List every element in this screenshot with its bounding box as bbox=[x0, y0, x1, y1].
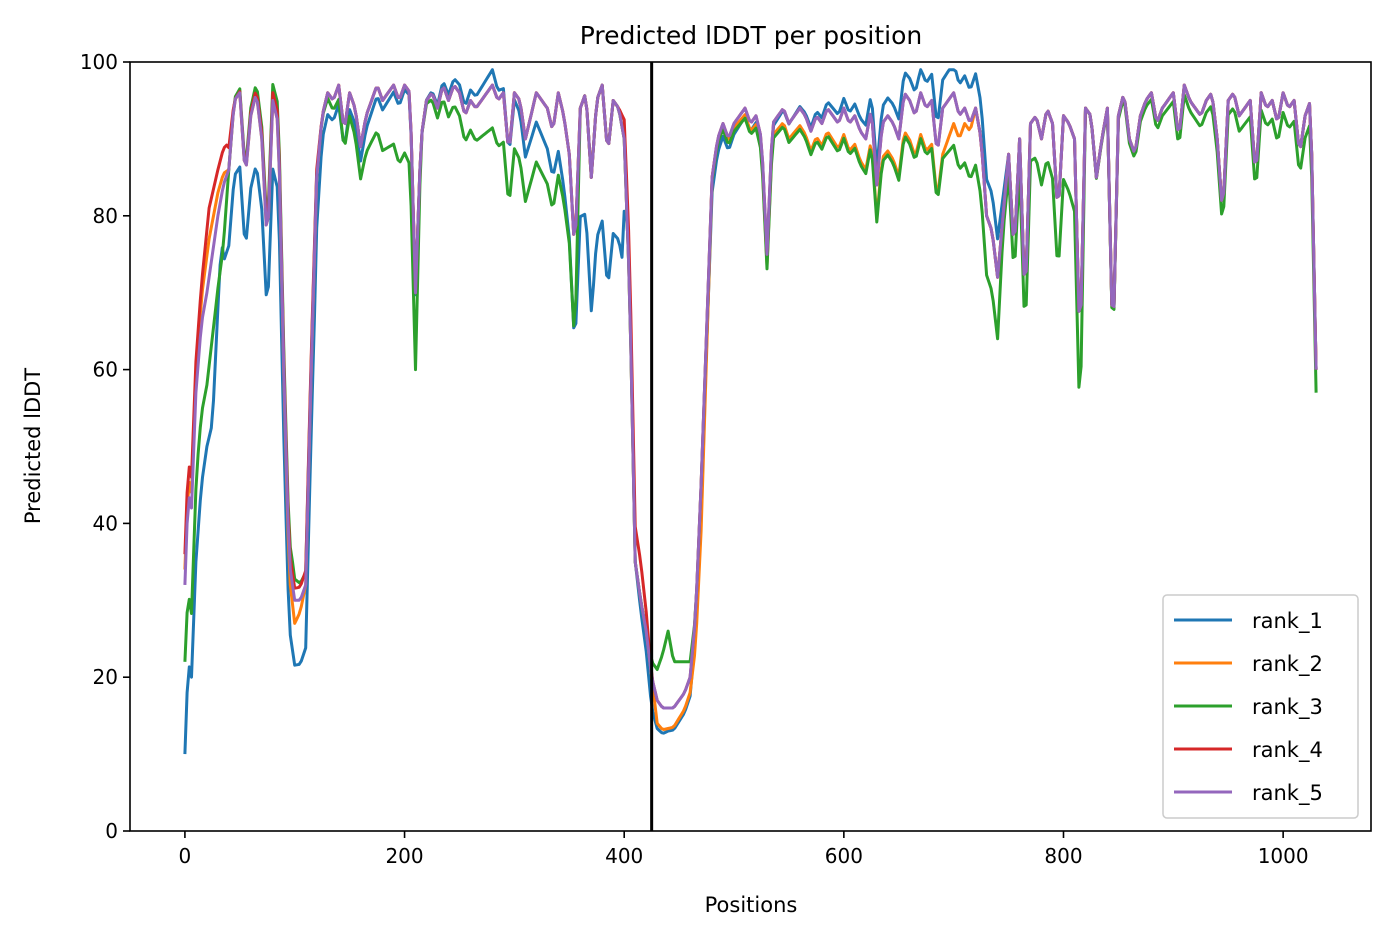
y-axis-label: Predicted lDDT bbox=[21, 368, 45, 524]
x-tick-label: 600 bbox=[825, 844, 863, 868]
plot-area bbox=[129, 61, 1372, 832]
chart-title: Predicted lDDT per position bbox=[580, 21, 922, 50]
x-tick-label: 1000 bbox=[1258, 844, 1309, 868]
series-line-rank_5 bbox=[183, 83, 1318, 710]
x-tick-label: 400 bbox=[605, 844, 643, 868]
y-tick-label: 60 bbox=[93, 358, 118, 382]
y-tick-label: 40 bbox=[93, 511, 118, 535]
y-tick-label: 100 bbox=[80, 50, 118, 74]
legend: rank_1 rank_2 rank_3 rank_4 rank_5 bbox=[1162, 594, 1359, 819]
y-tick-label: 0 bbox=[105, 819, 118, 843]
y-tick-label: 80 bbox=[93, 204, 118, 228]
legend-label-rank_4: rank_4 bbox=[1252, 738, 1323, 763]
x-tick-label: 200 bbox=[385, 844, 423, 868]
x-tick-label: 800 bbox=[1044, 844, 1082, 868]
legend-label-rank_2: rank_2 bbox=[1252, 652, 1323, 677]
legend-label-rank_1: rank_1 bbox=[1252, 609, 1323, 634]
plot-frame bbox=[129, 61, 1372, 832]
x-tick-label: 0 bbox=[179, 844, 192, 868]
x-axis: 0 200 400 600 800 1000 bbox=[179, 831, 1309, 868]
legend-box bbox=[1162, 594, 1359, 819]
y-tick-label: 20 bbox=[93, 665, 118, 689]
legend-label-rank_3: rank_3 bbox=[1252, 695, 1323, 720]
y-axis: 0 20 40 60 80 100 bbox=[80, 50, 130, 843]
series-layer bbox=[183, 68, 1318, 755]
x-axis-label: Positions bbox=[705, 893, 798, 917]
legend-label-rank_5: rank_5 bbox=[1252, 781, 1323, 806]
